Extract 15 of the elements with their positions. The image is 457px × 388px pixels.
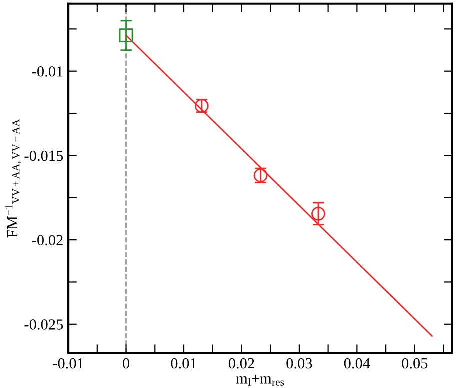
point bbox=[119, 28, 134, 43]
x-tick-label: 0.01 bbox=[171, 358, 196, 369]
x-tick-label: 0.05 bbox=[402, 358, 428, 369]
point bbox=[312, 206, 326, 221]
x-tick-label: 0.04 bbox=[344, 358, 370, 369]
x-tick-label: 0.03 bbox=[286, 358, 312, 369]
y-axis-title: FM$^{−1}$$_{VV+AA,VV−AA}$ bbox=[6, 119, 22, 238]
x-axis-title: m$_{l}$+m$_{res}$ bbox=[236, 375, 284, 386]
x-tick-label: 0 bbox=[123, 358, 130, 369]
y-tick-label: -0.01 bbox=[32, 66, 63, 77]
x-tick-label: 0.02 bbox=[228, 358, 254, 369]
y-tick-label: -0.025 bbox=[24, 320, 64, 330]
y-tick-label: -0.015 bbox=[24, 150, 64, 162]
x-tick-label: -0.01 bbox=[53, 358, 84, 369]
y-tick-label: -0.02 bbox=[32, 235, 63, 246]
